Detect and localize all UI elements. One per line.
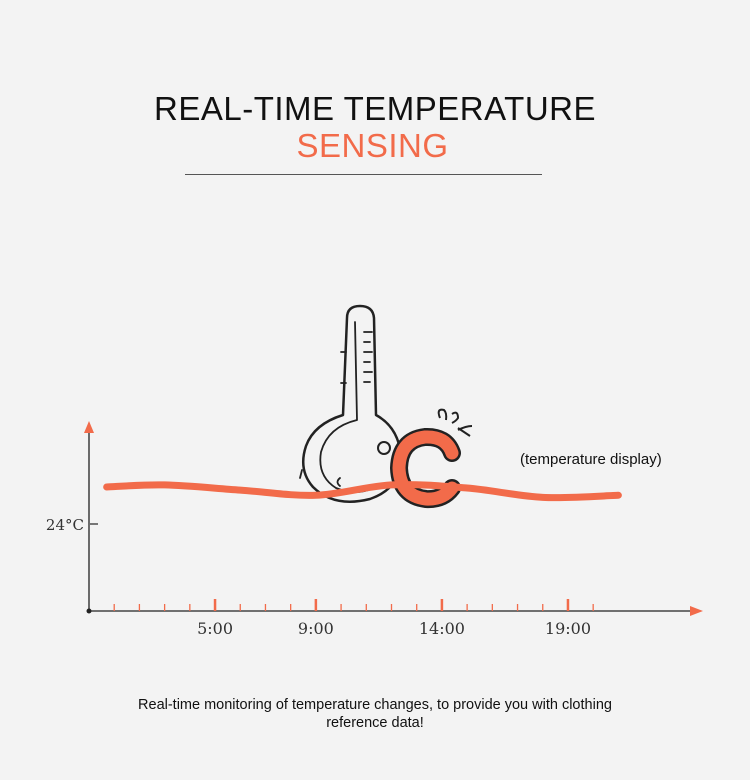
title-divider: [185, 174, 542, 175]
caption-line-1: Real-time monitoring of temperature chan…: [138, 697, 612, 713]
celsius-icon: [389, 408, 473, 509]
temperature-display-note: (temperature display): [520, 451, 662, 468]
x-tick-label: 9:00: [298, 619, 334, 638]
y-tick-label: 24°C: [46, 516, 84, 534]
thermometer-icon: [299, 304, 403, 503]
x-axis-tick-labels: 5:00 9:00 14:00 19:00: [197, 619, 591, 638]
caption-line-2: reference data!: [326, 715, 424, 731]
x-tick-label: 19:00: [545, 619, 591, 638]
caption: Real-time monitoring of temperature chan…: [0, 696, 750, 732]
x-axis-ticks: [113, 599, 594, 611]
temperature-series-line: [103, 481, 622, 502]
x-axis: [86, 606, 703, 616]
x-tick-label: 5:00: [197, 619, 233, 638]
page-subtitle: SENSING: [296, 127, 449, 164]
x-tick-label: 14:00: [419, 619, 465, 638]
y-axis: [84, 421, 94, 611]
page-title: REAL-TIME TEMPERATURE: [154, 90, 596, 127]
